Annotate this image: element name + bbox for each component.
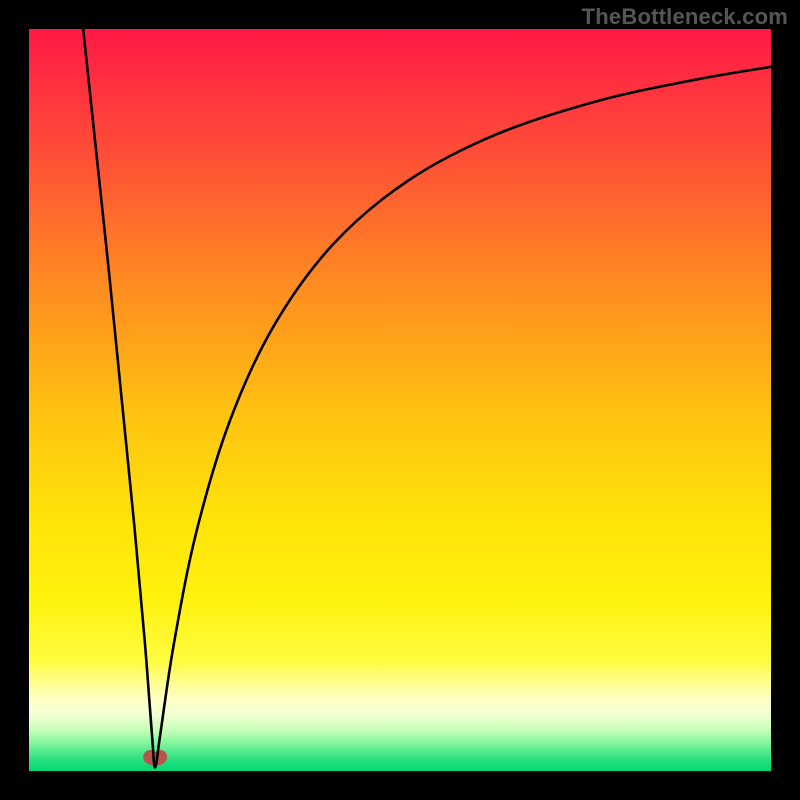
bottleneck-chart [0,0,800,800]
gradient-background [29,29,771,771]
frame-border [771,0,800,800]
watermark-text: TheBottleneck.com [582,4,788,30]
frame-border [0,0,29,800]
frame-border [0,771,800,800]
